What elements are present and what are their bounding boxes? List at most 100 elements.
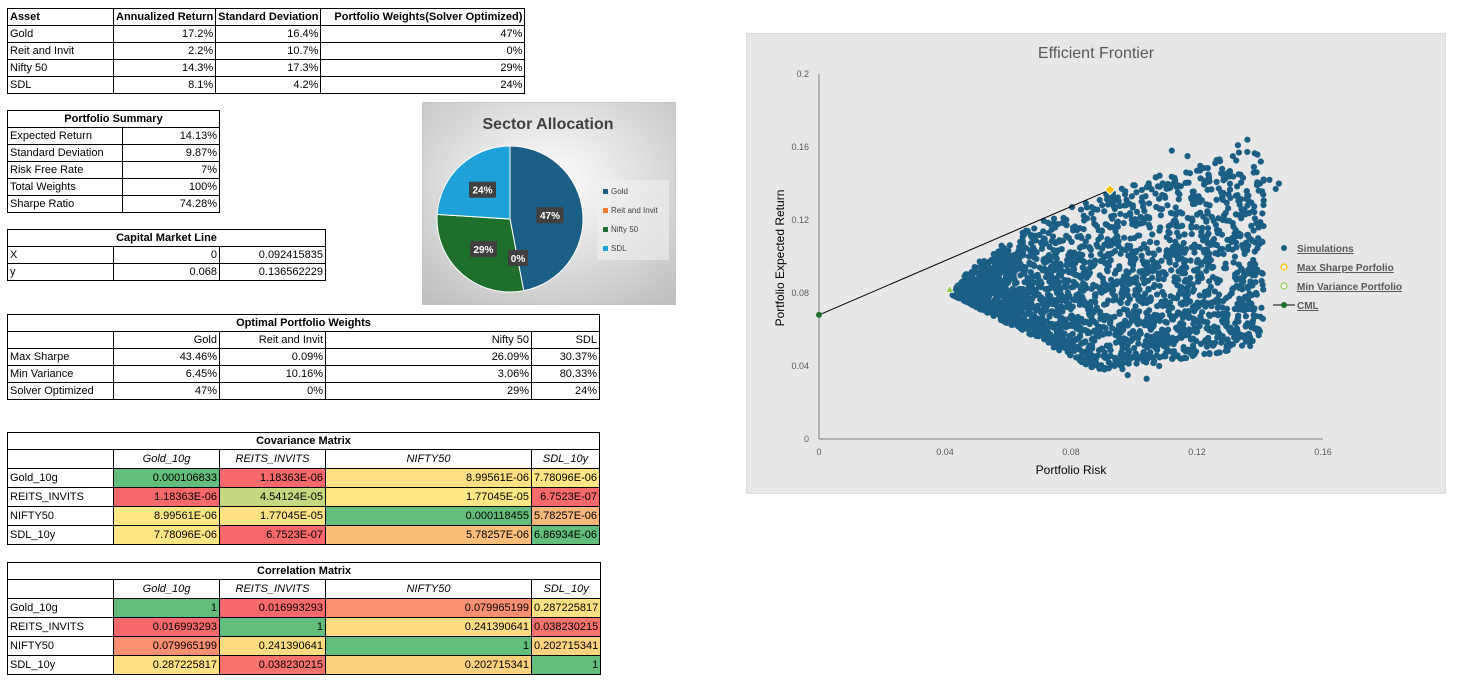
table-cell[interactable]: Gold_10g <box>113 449 220 469</box>
table-cell[interactable]: REITS_INVITS <box>219 579 326 599</box>
table-cell[interactable]: 47% <box>113 382 220 400</box>
table-cell[interactable]: 0.241390641 <box>325 617 532 637</box>
table-cell[interactable]: 10.16% <box>219 365 326 383</box>
table-cell[interactable]: REITS_INVITS <box>7 617 114 637</box>
table-cell[interactable]: 6.7523E-07 <box>219 525 326 545</box>
table-cell[interactable]: Gold_10g <box>7 598 114 618</box>
table-cell[interactable]: 3.06% <box>325 365 532 383</box>
table-cell[interactable]: 80.33% <box>531 365 600 383</box>
table-cell[interactable]: 0.09% <box>219 348 326 366</box>
table-cell[interactable]: 4.2% <box>215 76 322 94</box>
table-cell[interactable]: Expected Return <box>7 127 123 145</box>
table-cell[interactable]: Reit and Invit <box>219 331 326 349</box>
table-cell[interactable]: 8.1% <box>112 76 217 94</box>
table-cell[interactable] <box>7 579 114 599</box>
table-cell[interactable]: y <box>7 263 114 281</box>
table-cell[interactable]: 0.136562229 <box>219 263 326 281</box>
table-cell[interactable]: 1 <box>325 636 532 656</box>
table-cell[interactable]: Standard Deviation <box>7 144 123 162</box>
table-cell[interactable]: REITS_INVITS <box>219 449 326 469</box>
table-cell[interactable]: 30.37% <box>531 348 600 366</box>
scatter-legend-item[interactable]: CML <box>1273 301 1319 312</box>
table-cell[interactable]: Risk Free Rate <box>7 161 123 179</box>
portfolio-summary-title[interactable]: Portfolio Summary <box>7 110 220 128</box>
table-cell[interactable]: X <box>7 246 114 264</box>
table-cell[interactable]: NIFTY50 <box>325 579 532 599</box>
scatter-legend-item[interactable]: Simulations <box>1281 244 1354 255</box>
table-cell[interactable]: SDL <box>531 331 600 349</box>
table-cell[interactable]: 0.202715341 <box>325 655 532 675</box>
table-cell[interactable]: Nifty 50 <box>325 331 532 349</box>
table-cell[interactable]: 0.241390641 <box>219 636 326 656</box>
table-cell[interactable]: SDL_10y <box>530 579 602 599</box>
table-cell[interactable]: REITS_INVITS <box>7 487 114 507</box>
table-cell[interactable]: Gold <box>7 25 114 43</box>
table-cell[interactable]: 10.7% <box>215 42 322 60</box>
table-cell[interactable]: 4.54124E-05 <box>219 487 326 507</box>
optimal-weights-title[interactable]: Optimal Portfolio Weights <box>7 314 600 332</box>
table-cell[interactable]: 47% <box>320 25 526 43</box>
table-cell[interactable]: 0.202715341 <box>530 636 602 656</box>
table-cell[interactable]: Gold_10g <box>7 468 114 488</box>
table-cell[interactable]: 0.287225817 <box>113 655 220 675</box>
table-cell[interactable]: SDL_10y <box>7 525 114 545</box>
table-cell[interactable]: Max Sharpe <box>7 348 114 366</box>
table-cell[interactable]: 0.068 <box>113 263 220 281</box>
table-cell[interactable]: 6.7523E-07 <box>531 487 600 507</box>
table-cell[interactable]: 1.77045E-05 <box>325 487 532 507</box>
table-cell[interactable]: SDL_10y <box>7 655 114 675</box>
table-cell[interactable]: 24% <box>531 382 600 400</box>
table-cell[interactable]: 8.99561E-06 <box>113 506 220 526</box>
table-cell[interactable]: 0% <box>219 382 326 400</box>
table-cell[interactable]: Sharpe Ratio <box>7 195 123 213</box>
table-cell[interactable]: 0.038230215 <box>530 617 602 637</box>
table-cell[interactable]: 0.000106833 <box>113 468 220 488</box>
table-cell[interactable]: 5.78257E-06 <box>325 525 532 545</box>
table-cell[interactable]: NIFTY50 <box>7 506 114 526</box>
table-cell[interactable]: 0.287225817 <box>530 598 602 618</box>
header-cell[interactable]: Annualized Return <box>112 8 217 26</box>
table-cell[interactable]: 1 <box>113 598 220 618</box>
table-cell[interactable]: 0.079965199 <box>325 598 532 618</box>
table-cell[interactable]: Nifty 50 <box>7 59 114 77</box>
table-cell[interactable]: 9.87% <box>122 144 220 162</box>
table-cell[interactable]: 1.18363E-06 <box>113 487 220 507</box>
table-cell[interactable]: 1 <box>219 617 326 637</box>
table-cell[interactable]: 2.2% <box>112 42 217 60</box>
table-cell[interactable]: 0 <box>113 246 220 264</box>
table-cell[interactable]: 17.3% <box>215 59 322 77</box>
table-cell[interactable]: 43.46% <box>113 348 220 366</box>
table-cell[interactable]: 0.016993293 <box>219 598 326 618</box>
table-cell[interactable]: 0.016993293 <box>113 617 220 637</box>
pie-legend-item[interactable]: Gold <box>603 187 628 196</box>
table-cell[interactable]: 1.18363E-06 <box>219 468 326 488</box>
table-cell[interactable] <box>7 331 114 349</box>
table-cell[interactable]: 74.28% <box>122 195 220 213</box>
table-cell[interactable]: 0.038230215 <box>219 655 326 675</box>
table-cell[interactable]: NIFTY50 <box>325 449 532 469</box>
table-cell[interactable]: 14.3% <box>112 59 217 77</box>
correlation-title[interactable]: Correlation Matrix <box>6 562 602 580</box>
table-cell[interactable]: Total Weights <box>7 178 123 196</box>
table-cell[interactable]: 0.092415835 <box>219 246 326 264</box>
table-cell[interactable]: 1 <box>530 655 602 675</box>
table-cell[interactable]: 0.079965199 <box>113 636 220 656</box>
efficient-frontier-chart[interactable]: Efficient Frontier 0 0.04 0.08 0.12 0.16 0 0.0… <box>745 32 1447 495</box>
pie-legend-item[interactable]: SDL <box>603 244 627 253</box>
table-cell[interactable]: Gold_10g <box>113 579 220 599</box>
header-cell[interactable]: Standard Deviation <box>215 8 322 26</box>
table-cell[interactable]: 24% <box>320 76 526 94</box>
pie-legend-item[interactable]: Reit and Invit <box>603 206 658 215</box>
sector-allocation-chart[interactable]: Sector Allocation 47% 0% 29% 24% Gold Reit a… <box>421 101 677 306</box>
table-cell[interactable]: 7.78096E-06 <box>113 525 220 545</box>
table-cell[interactable]: SDL <box>7 76 114 94</box>
table-cell[interactable]: 29% <box>325 382 532 400</box>
table-cell[interactable]: 16.4% <box>215 25 322 43</box>
table-cell[interactable]: 1.77045E-05 <box>219 506 326 526</box>
table-cell[interactable] <box>7 449 114 469</box>
table-cell[interactable]: Min Variance <box>7 365 114 383</box>
covariance-title[interactable]: Covariance Matrix <box>7 432 600 450</box>
cml-table-title[interactable]: Capital Market Line <box>7 229 326 247</box>
table-cell[interactable]: 17.2% <box>112 25 217 43</box>
table-cell[interactable]: Solver Optimized <box>7 382 114 400</box>
